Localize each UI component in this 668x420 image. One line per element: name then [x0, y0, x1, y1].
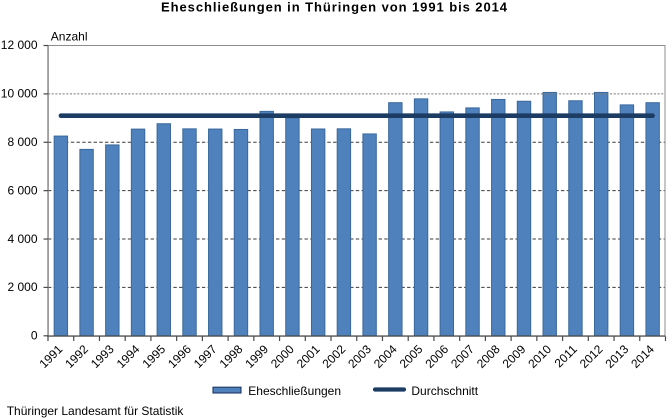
svg-text:6 000: 6 000 [7, 183, 37, 197]
svg-text:Anzahl: Anzahl [51, 30, 88, 44]
svg-text:Eheschließungen in Thüringen v: Eheschließungen in Thüringen von 1991 bi… [161, 0, 508, 14]
svg-text:Durchschnitt: Durchschnitt [411, 384, 478, 398]
svg-text:8 000: 8 000 [7, 135, 37, 149]
svg-text:0: 0 [31, 329, 38, 343]
svg-text:4 000: 4 000 [7, 232, 37, 246]
svg-text:Thüringer Landesamt für Statis: Thüringer Landesamt für Statistik [7, 404, 185, 418]
svg-text:2 000: 2 000 [7, 280, 37, 294]
svg-text:10 000: 10 000 [1, 87, 38, 101]
svg-text:Eheschließungen: Eheschließungen [248, 384, 341, 398]
svg-text:12 000: 12 000 [1, 38, 38, 52]
